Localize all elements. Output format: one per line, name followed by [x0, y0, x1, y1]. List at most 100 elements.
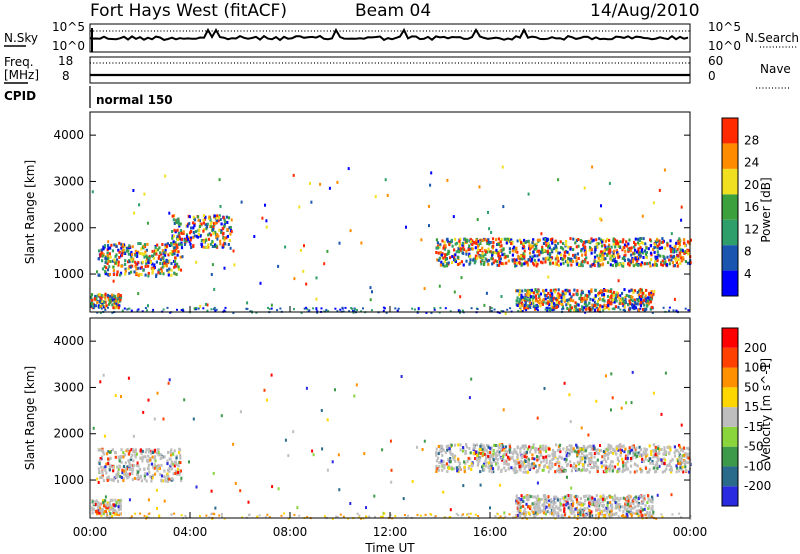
vel-cell [588, 509, 591, 512]
power-cell [541, 302, 544, 306]
vel-cell [464, 451, 467, 455]
vel-cell [166, 459, 169, 463]
power-cell [223, 224, 226, 228]
power-cell [598, 252, 601, 256]
vel-cell [577, 462, 580, 466]
power-cell [528, 298, 531, 301]
vel-cell [516, 513, 519, 517]
power-cell [599, 241, 603, 245]
power-cell [443, 240, 446, 244]
power-cell [116, 273, 119, 277]
power-cell [577, 238, 580, 241]
vel-cell [118, 502, 121, 506]
power-cell [579, 297, 582, 301]
power-cell [222, 236, 225, 240]
vel-cell [293, 513, 296, 516]
power-cell [534, 244, 538, 248]
vel-cell [618, 507, 621, 511]
x-tick-label: 00:00 [673, 525, 708, 539]
vel-cell [584, 499, 587, 502]
power-cell [580, 239, 583, 243]
vel-cell [680, 423, 683, 427]
vel-cell [585, 494, 588, 498]
vel-cell [609, 501, 612, 504]
colorbar-tick-label: 50 [744, 380, 759, 394]
vel-cell [615, 513, 617, 516]
power-cell [641, 251, 644, 255]
vel-cell [590, 444, 593, 448]
power-cell [455, 241, 458, 245]
vel-cell [492, 449, 495, 453]
vel-cell [641, 460, 644, 463]
vel-cell [584, 513, 587, 516]
vel-cell [643, 507, 646, 511]
power-cell [630, 295, 633, 298]
vel-cell [531, 462, 534, 466]
vel-cell [516, 456, 519, 459]
power-cell [104, 270, 107, 274]
power-cell [155, 249, 158, 253]
power-cell [173, 246, 176, 250]
power-cell [639, 246, 642, 250]
power-cell [161, 265, 164, 269]
power-cell [223, 236, 226, 240]
power-cell [613, 238, 617, 242]
vel-cell [488, 459, 492, 463]
vel-cell [519, 502, 522, 506]
power-cell [171, 234, 174, 238]
vel-cell [112, 477, 115, 481]
vel-cell [358, 514, 361, 517]
power-cell [159, 258, 162, 262]
power-cell [548, 300, 551, 304]
vel-cell [637, 497, 640, 500]
power-cell [596, 246, 599, 249]
vel-cell [622, 510, 625, 514]
vel-cell [126, 447, 129, 451]
power-cell [213, 214, 216, 218]
vel-cell [622, 444, 625, 448]
vel-cell [655, 517, 658, 520]
vel-cell [582, 465, 585, 469]
power-cell [494, 259, 497, 263]
vel-cell [100, 455, 104, 459]
vel-cell [582, 444, 585, 448]
power-cell [316, 310, 319, 313]
vel-cell [232, 442, 235, 446]
power-cell [495, 260, 499, 264]
power-cell [546, 306, 549, 309]
power-cell [120, 242, 123, 246]
vel-cell [602, 516, 605, 518]
power-cell [128, 260, 131, 264]
power-cell [202, 229, 205, 233]
vel-cell [673, 454, 677, 458]
power-cell [623, 257, 626, 260]
vel-cell [423, 439, 426, 443]
vel-cell [539, 450, 542, 454]
power-cell [598, 237, 601, 241]
power-cell [173, 259, 177, 263]
power-cell [111, 249, 114, 253]
vel-cell [532, 462, 536, 466]
vel-cell [157, 451, 160, 455]
power-cell [265, 225, 268, 229]
vel-cell [482, 464, 485, 468]
power-cell [202, 228, 206, 232]
power-cell [158, 246, 161, 250]
power-cell [631, 295, 634, 299]
vel-cell [476, 453, 479, 457]
power-cell [585, 307, 588, 311]
power-cell [611, 292, 614, 296]
power-cell [207, 243, 210, 247]
power-cell [428, 204, 430, 208]
power-cell [150, 266, 153, 270]
power-cell [584, 258, 587, 261]
power-cell [177, 233, 180, 237]
vel-cell [626, 460, 629, 464]
vel-cell [645, 452, 648, 456]
vel-cell [600, 461, 603, 465]
power-cell [534, 308, 537, 311]
power-cell [121, 250, 124, 254]
power-cell [104, 272, 107, 276]
vel-cell [553, 495, 556, 499]
vel-cell [572, 447, 575, 451]
